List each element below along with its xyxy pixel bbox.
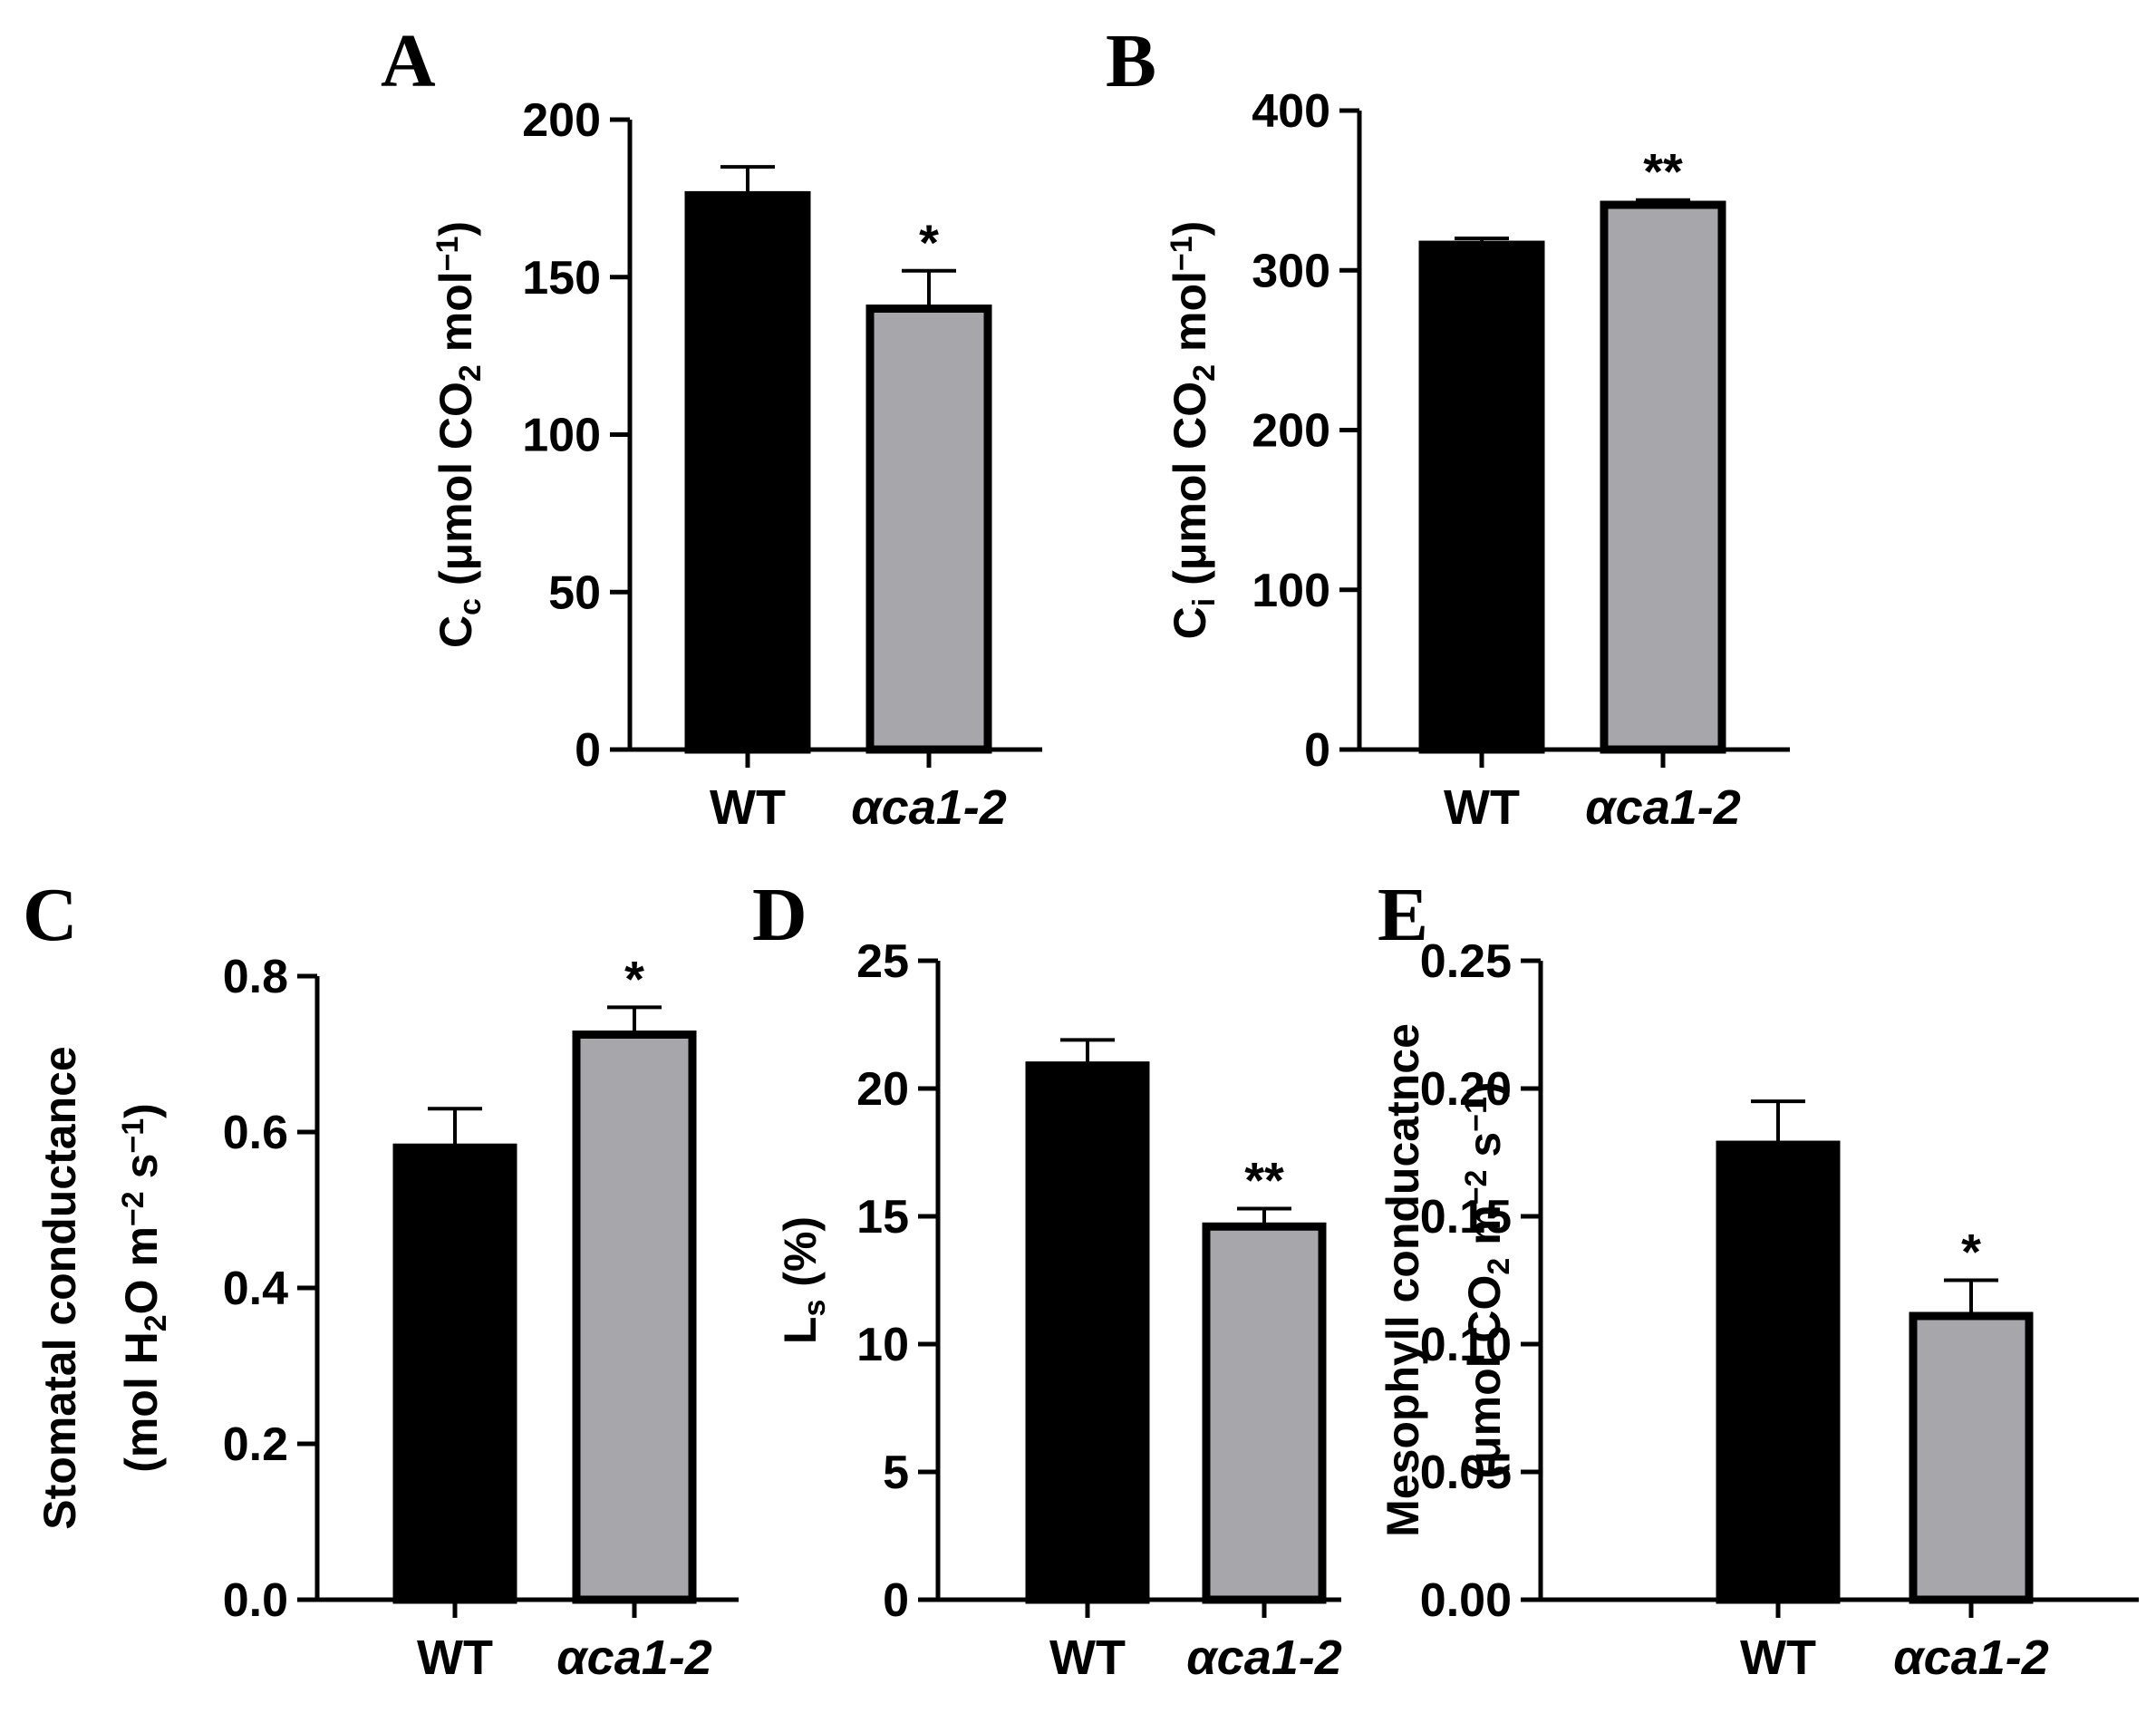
y-tick-label: 0.8 <box>223 951 288 1003</box>
panel-c: C WT * αca1-2 0.0 0.2 0.4 0.6 0.8 Stomatal conduc… <box>23 873 739 1685</box>
y-tick-label: 0 <box>1304 724 1330 777</box>
y-tick-label: 0.15 <box>1420 1191 1512 1244</box>
bar-aca1-2 <box>1909 1311 2034 1604</box>
y-tick-label: 300 <box>1252 245 1330 297</box>
y-tick-label: 150 <box>522 252 601 305</box>
bar-aca1-2 <box>865 305 992 754</box>
significance-marker: * <box>624 950 644 1007</box>
y-axis-label: Ls (%) <box>775 1216 832 1344</box>
x-tick-label: αca1-2 <box>556 1631 712 1685</box>
bar-wt <box>684 190 811 754</box>
y-tick-label: 200 <box>1252 405 1330 458</box>
error-bar <box>1237 1206 1291 1227</box>
error-bar <box>1751 1099 1805 1146</box>
error-bar <box>1636 198 1690 205</box>
y-tick-label: 10 <box>856 1319 909 1371</box>
panel-letter: B <box>1106 19 1156 103</box>
y-axis-label: (mol H2O m−2 s−1) <box>116 1103 173 1473</box>
x-tick-label: αca1-2 <box>1585 780 1741 835</box>
y-tick-label: 0.05 <box>1420 1447 1512 1499</box>
significance-marker: ** <box>1244 1152 1284 1209</box>
y-tick-label: 0.10 <box>1420 1319 1512 1371</box>
y-axis-label: Stomatal conductance <box>34 1046 85 1529</box>
x-tick-label: WT <box>417 1631 493 1685</box>
y-tick-label: 0 <box>575 724 601 777</box>
x-tick-label: αca1-2 <box>1893 1631 2049 1685</box>
significance-marker: * <box>1961 1224 1981 1281</box>
x-tick-label: αca1-2 <box>1186 1631 1342 1685</box>
y-tick-label: 15 <box>856 1191 909 1244</box>
panel-letter: A <box>381 19 436 103</box>
x-tick-label: WT <box>1444 780 1520 835</box>
y-tick-label: 200 <box>522 94 601 147</box>
panel-e: E WT * αca1-2 0.00 0.05 0.10 0.15 0.20 0.25 Mesoph… <box>1378 873 2139 1685</box>
error-bar <box>1455 237 1509 246</box>
bar-wt <box>392 1143 517 1604</box>
x-tick-label: WT <box>710 780 786 835</box>
y-tick-label: 100 <box>522 410 601 462</box>
y-tick-label: 0.20 <box>1420 1063 1512 1116</box>
y-tick-label: 0.00 <box>1420 1574 1512 1627</box>
panel-letter: E <box>1378 873 1428 957</box>
error-bar <box>720 165 775 196</box>
error-bar <box>1944 1278 1998 1316</box>
y-tick-label: 0.2 <box>223 1418 288 1471</box>
bar-aca1-2 <box>1202 1222 1327 1604</box>
y-tick-label: 20 <box>856 1063 909 1116</box>
bar-wt <box>1418 240 1545 754</box>
panel-letter: D <box>752 873 807 957</box>
panel-letter: C <box>23 873 78 957</box>
y-tick-label: 400 <box>1252 85 1330 138</box>
y-tick-label: 0.25 <box>1420 935 1512 988</box>
y-tick-label: 25 <box>856 935 909 988</box>
y-tick-label: 100 <box>1252 565 1330 617</box>
error-bar <box>1060 1038 1115 1066</box>
significance-marker: * <box>919 214 939 271</box>
y-axis-label: Ci (μmol CO2 mol−1) <box>1165 221 1222 640</box>
error-bar <box>902 268 956 309</box>
error-bar <box>428 1107 482 1148</box>
panel-d: D WT ** αca1-2 0 5 10 15 20 25 Ls (%) <box>752 873 1342 1685</box>
y-tick-label: 0.6 <box>223 1107 288 1159</box>
significance-marker: ** <box>1643 143 1683 200</box>
error-bar <box>607 1005 662 1035</box>
panel-a: A WT * αca1-2 0 50 100 150 200 Cc (μmol CO2 mol−1… <box>381 19 1042 835</box>
y-tick-label: 5 <box>883 1447 909 1499</box>
y-tick-label: 0.0 <box>223 1574 288 1627</box>
y-tick-label: 50 <box>548 566 601 619</box>
y-tick-label: 0.4 <box>223 1263 288 1315</box>
y-axis-label: (μmol CO2 m−2 s−1) <box>1459 1081 1516 1478</box>
bar-wt <box>1716 1140 1841 1604</box>
y-axis-label: Mesophyll conducatnce <box>1378 1023 1428 1537</box>
x-tick-label: αca1-2 <box>851 780 1007 835</box>
x-tick-label: WT <box>1740 1631 1816 1685</box>
x-tick-label: WT <box>1049 1631 1126 1685</box>
y-axis-label: Cc (μmol CO2 mol−1) <box>430 221 488 648</box>
panel-b: B WT ** αca1-2 0 100 200 300 400 Ci (μmol CO2 mol… <box>1106 19 1790 835</box>
bar-wt <box>1025 1061 1150 1604</box>
bar-aca1-2 <box>1600 200 1726 754</box>
bar-aca1-2 <box>572 1031 697 1604</box>
y-tick-label: 0 <box>883 1574 909 1627</box>
